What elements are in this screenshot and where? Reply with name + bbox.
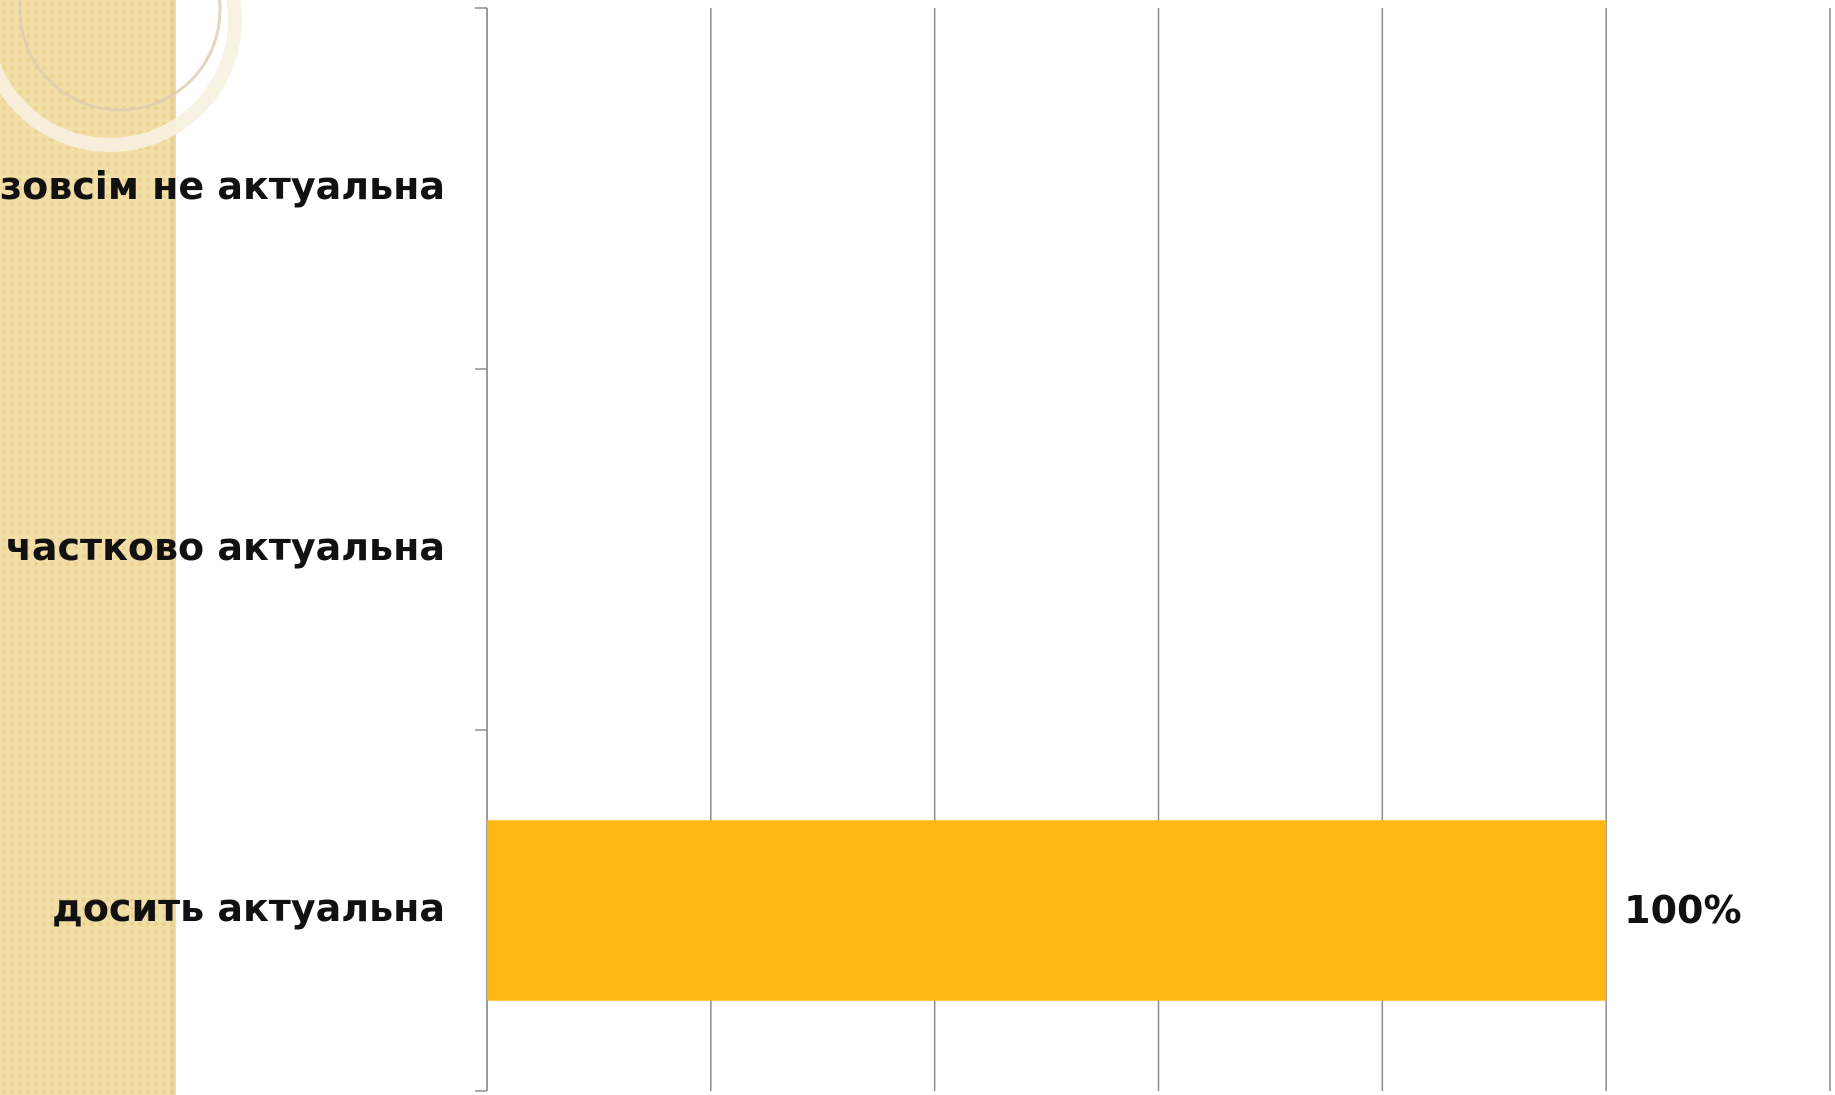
value-label: 100% (1624, 888, 1741, 932)
side-decoration (0, 0, 242, 1095)
y-tick-label: частково актуальна (6, 525, 445, 569)
y-tick-label: досить актуальна (52, 886, 445, 930)
y-tick-label: зовсім не актуальна (0, 164, 445, 208)
bar (487, 820, 1607, 1001)
plot-area: досить актуальна 100% частково актуальна зо… (0, 7, 1831, 1092)
